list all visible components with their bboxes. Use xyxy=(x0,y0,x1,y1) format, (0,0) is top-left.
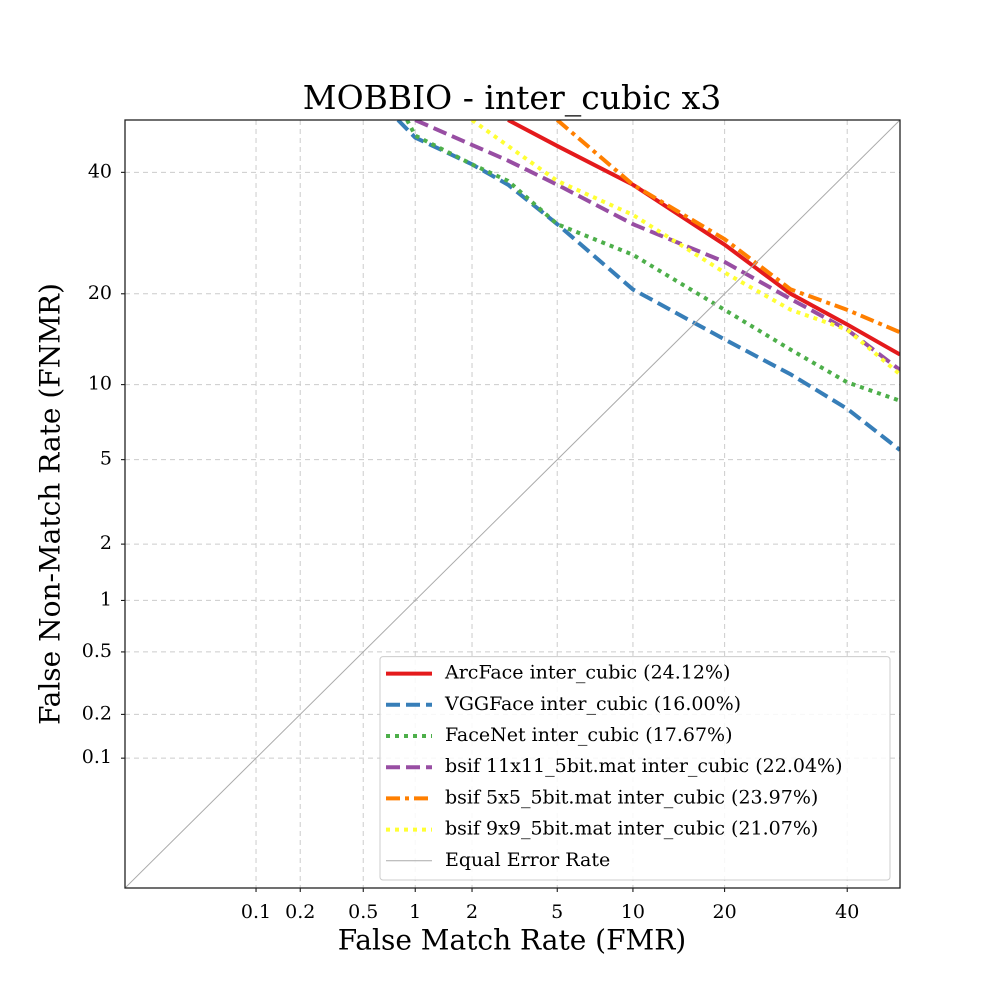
x-tick-label: 1 xyxy=(409,901,421,923)
plot-frame xyxy=(124,119,901,889)
x-tick-label: 5 xyxy=(551,901,563,923)
y-tick-label: 2 xyxy=(100,532,112,554)
y-axis-label: False Non-Match Rate (FNMR) xyxy=(34,283,67,725)
series-line xyxy=(555,120,900,335)
x-tick-label: 20 xyxy=(713,901,737,923)
y-tick-label: 10 xyxy=(88,373,112,395)
x-axis-label: False Match Rate (FMR) xyxy=(338,924,686,957)
legend-label: bsif 9x9_5bit.mat inter_cubic (21.07%) xyxy=(445,818,818,840)
legend-label: bsif 11x11_5bit.mat inter_cubic (22.04%) xyxy=(445,755,843,777)
series-line xyxy=(507,120,900,357)
x-tick-label: 40 xyxy=(835,901,859,923)
x-tick-label: 2 xyxy=(466,901,478,923)
series-line xyxy=(405,120,900,403)
x-tick-label: 10 xyxy=(621,901,645,923)
y-tick-label: 0.5 xyxy=(82,640,112,662)
y-tick-label: 40 xyxy=(88,160,112,182)
y-tick-label: 0.1 xyxy=(82,746,112,768)
y-tick-label: 5 xyxy=(100,448,112,470)
legend-box xyxy=(379,656,891,881)
x-tick-label: 0.1 xyxy=(241,901,271,923)
legend-label: VGGFace inter_cubic (16.00%) xyxy=(444,693,741,715)
y-tick-label: 0.2 xyxy=(82,702,112,724)
series-line xyxy=(125,120,900,888)
series-line xyxy=(470,120,900,376)
series-line xyxy=(396,120,900,452)
legend-label: bsif 5x5_5bit.mat inter_cubic (23.97%) xyxy=(445,786,818,808)
legend-label: ArcFace inter_cubic (24.12%) xyxy=(444,662,730,684)
series-line xyxy=(414,120,900,372)
chart-title: MOBBIO - inter_cubic x3 xyxy=(303,78,721,118)
legend-label: Equal Error Rate xyxy=(445,849,610,871)
x-tick-label: 0.2 xyxy=(285,901,315,923)
legend-label: FaceNet inter_cubic (17.67%) xyxy=(445,724,733,746)
x-tick-label: 0.5 xyxy=(348,901,378,923)
y-tick-label: 20 xyxy=(88,282,112,304)
y-tick-label: 1 xyxy=(100,588,112,610)
